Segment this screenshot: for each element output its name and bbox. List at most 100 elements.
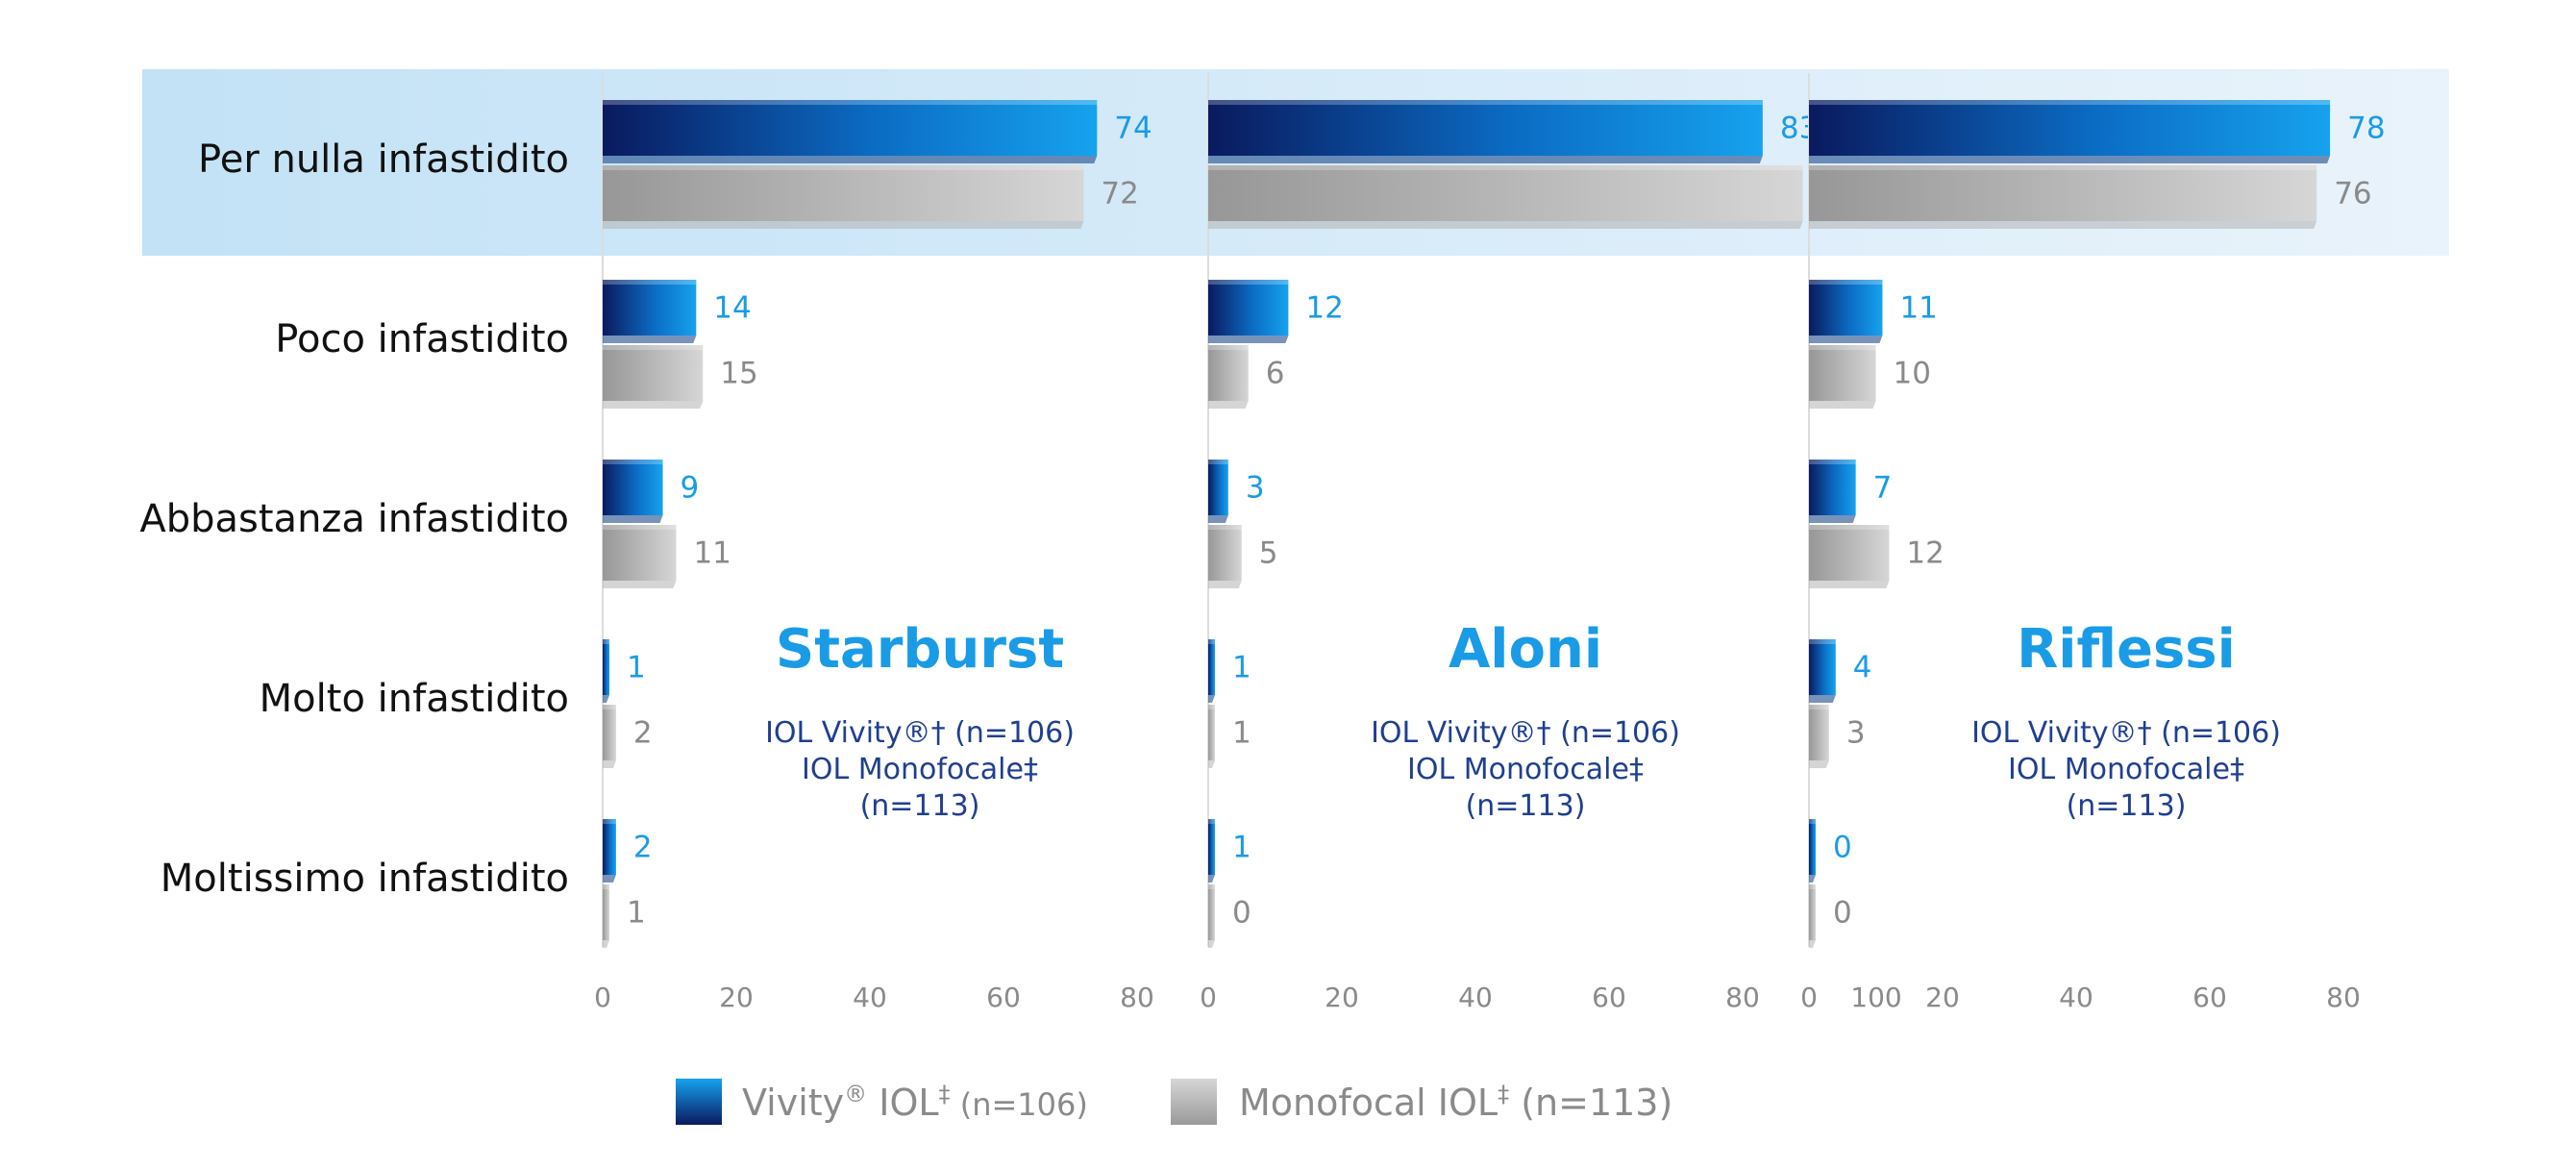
panel-subtitle: (n=113) — [860, 789, 980, 823]
bar-bevel — [603, 515, 663, 523]
vivity-bar — [1809, 639, 1836, 703]
bar-highlight — [603, 460, 663, 464]
bar-body — [603, 100, 1098, 156]
data-label: 3 — [1246, 471, 1265, 506]
bar-bevel — [1809, 336, 1883, 343]
legend-item-vivity: Vivity® IOL‡ (n=106) — [676, 1079, 1088, 1125]
panel-title: Riflessi — [2017, 618, 2236, 681]
bar-highlight — [1208, 525, 1242, 530]
panel-title: Starburst — [776, 618, 1064, 681]
bar-body — [603, 525, 677, 581]
bar-bevel — [603, 760, 616, 768]
bar-body — [1208, 705, 1215, 760]
data-label: 11 — [1899, 291, 1937, 326]
bar-bevel — [603, 875, 616, 883]
panel-title: Aloni — [1449, 618, 1602, 681]
vivity-bar — [1809, 280, 1883, 343]
data-label: 1 — [1232, 716, 1251, 751]
bar-bevel — [1809, 760, 1829, 768]
bar-body — [1208, 280, 1289, 336]
monofocal-bar — [1208, 884, 1215, 948]
panel-subtitle: IOL Vivity®† (n=106) — [765, 716, 1075, 750]
tick-label: 20 — [1925, 982, 1960, 1013]
data-label: 0 — [1833, 831, 1852, 865]
tick-label: 20 — [1325, 982, 1359, 1013]
bar-bevel — [1809, 695, 1836, 703]
tick-label: 60 — [2192, 982, 2227, 1013]
bar-highlight — [1208, 100, 1763, 105]
bar-highlight — [1809, 165, 2317, 170]
data-label: 74 — [1114, 112, 1152, 146]
bar-highlight — [603, 884, 609, 889]
bar-body — [1208, 639, 1215, 695]
data-label: 11 — [693, 536, 731, 571]
data-label: 78 — [2347, 112, 2385, 146]
bar-bevel — [1208, 336, 1289, 343]
bar-highlight — [1809, 460, 1856, 464]
tick-label: 100 — [1850, 982, 1901, 1013]
bar-bevel — [1809, 401, 1876, 409]
category-label: Molto infastidito — [260, 677, 569, 721]
panel-starburst: 0 20 40 60 80 74 14 9 1 2 72 15 11 2 1 Starburst IOL Viv… — [594, 73, 1154, 1013]
bar-highlight — [1809, 705, 1829, 709]
data-label: 4 — [1853, 651, 1872, 685]
vivity-bar — [1208, 100, 1763, 163]
bar-highlight — [1208, 460, 1228, 464]
bar-bevel — [603, 581, 677, 588]
bar-bevel — [1208, 401, 1249, 409]
data-label: 76 — [2334, 177, 2371, 211]
monofocal-bar — [603, 345, 704, 409]
tick-label: 0 — [594, 982, 611, 1013]
tick-label: 60 — [1592, 982, 1626, 1013]
tick-label: 80 — [1120, 982, 1154, 1013]
bar-highlight — [603, 345, 704, 350]
panel-subtitle: (n=113) — [2067, 789, 2187, 823]
data-label: 10 — [1894, 357, 1931, 391]
bar-body — [1809, 460, 1856, 515]
bar-body — [1208, 819, 1215, 875]
tick-label: 0 — [1200, 982, 1217, 1013]
bar-bevel — [603, 695, 609, 703]
bar-bevel — [1809, 515, 1856, 523]
data-label: 1 — [1232, 651, 1251, 685]
monofocal-bar — [1809, 165, 2317, 229]
bar-highlight — [1809, 819, 1816, 824]
bar-body — [1809, 280, 1883, 336]
legend-label: Vivity® IOL‡ (n=106) — [742, 1081, 1088, 1124]
tick-label: 40 — [2059, 982, 2093, 1013]
legend-swatch — [676, 1079, 722, 1125]
bar-highlight — [1208, 639, 1215, 644]
vivity-bar — [1208, 280, 1289, 343]
bar-highlight — [1809, 280, 1883, 285]
tick-label: 40 — [853, 982, 887, 1013]
bar-highlight — [603, 639, 609, 644]
vivity-bar — [1208, 639, 1215, 703]
bar-bevel — [603, 156, 1098, 163]
data-label: 7 — [1873, 471, 1893, 506]
category-label: Per nulla infastidito — [198, 137, 569, 182]
data-label: 12 — [1305, 291, 1343, 326]
tick-label: 60 — [986, 982, 1021, 1013]
data-label: 5 — [1259, 536, 1278, 571]
tick-label: 80 — [1725, 982, 1760, 1013]
data-label: 1 — [1232, 831, 1251, 865]
bar-body — [1809, 819, 1816, 875]
bar-highlight — [1208, 819, 1215, 824]
monofocal-bar — [603, 884, 609, 948]
panel-subtitle: IOL Vivity®† (n=106) — [1971, 716, 2281, 750]
tick-label: 40 — [1458, 982, 1493, 1013]
panel-subtitle: IOL Vivity®† (n=106) — [1371, 716, 1680, 750]
bar-body — [1208, 525, 1242, 581]
bar-highlight — [1208, 705, 1215, 709]
tick-label: 80 — [2326, 982, 2361, 1013]
monofocal-bar — [603, 705, 616, 768]
bar-body — [603, 705, 616, 760]
data-label: 2 — [633, 831, 653, 865]
panel-subtitle: (n=113) — [1466, 789, 1586, 823]
legend-swatch — [1171, 1079, 1217, 1125]
tick-label: 20 — [719, 982, 754, 1013]
monofocal-bar — [1809, 705, 1829, 768]
monofocal-bar — [603, 165, 1084, 229]
